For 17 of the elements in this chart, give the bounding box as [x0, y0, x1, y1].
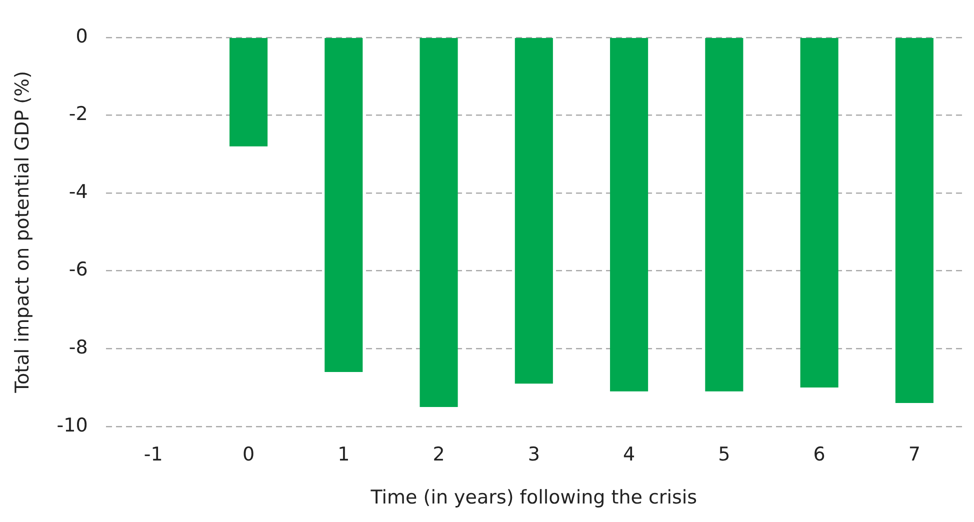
y-tick-label: 0 — [76, 25, 88, 48]
x-tick-label: -1 — [144, 444, 163, 466]
x-tick-label: 4 — [623, 444, 636, 466]
y-axis-title: Total impact on potential GDP (%) — [11, 70, 34, 394]
y-tick-label: -6 — [68, 258, 88, 281]
x-tick-label: 0 — [242, 444, 255, 466]
x-axis-title: Time (in years) following the crisis — [370, 486, 698, 509]
y-tick-label: -4 — [68, 180, 88, 203]
y-tick-label: -8 — [68, 336, 88, 359]
y-tick-label: -10 — [56, 414, 88, 436]
x-tick-label: 7 — [908, 444, 920, 466]
x-tick-label: 1 — [338, 444, 350, 466]
x-tick-label: 6 — [813, 444, 826, 466]
x-tick-label: 3 — [528, 444, 540, 466]
x-tick-label: 5 — [718, 444, 730, 466]
x-tick-label: 2 — [432, 444, 445, 466]
y-tick-label: -2 — [68, 103, 88, 126]
